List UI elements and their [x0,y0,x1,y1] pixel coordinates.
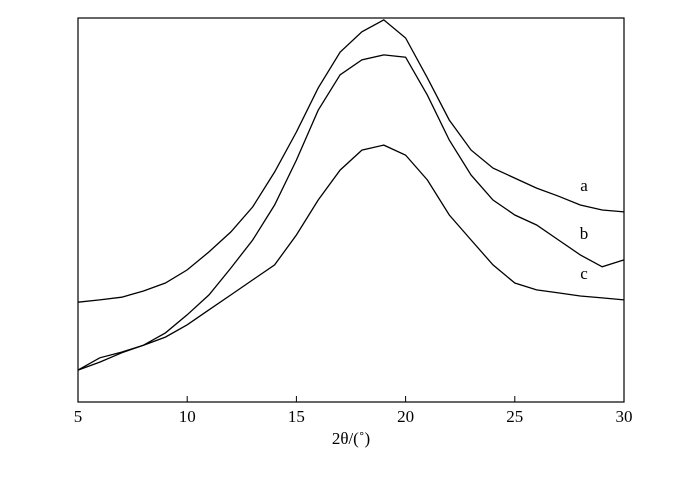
x-tick-label: 25 [506,407,523,426]
series-line [77,54,625,371]
x-tick-label: 30 [616,407,633,426]
series-label: c [580,264,588,283]
series-line [77,144,625,371]
x-axis-label: 2θ/(˚) [332,429,370,448]
x-tick-label: 5 [74,407,83,426]
x-tick-label: 15 [288,407,305,426]
x-tick-label: 10 [179,407,196,426]
series-label: a [580,176,588,195]
series-line [77,19,625,303]
series-label: b [580,224,589,243]
x-tick-label: 20 [397,407,414,426]
plot-frame [77,17,625,403]
